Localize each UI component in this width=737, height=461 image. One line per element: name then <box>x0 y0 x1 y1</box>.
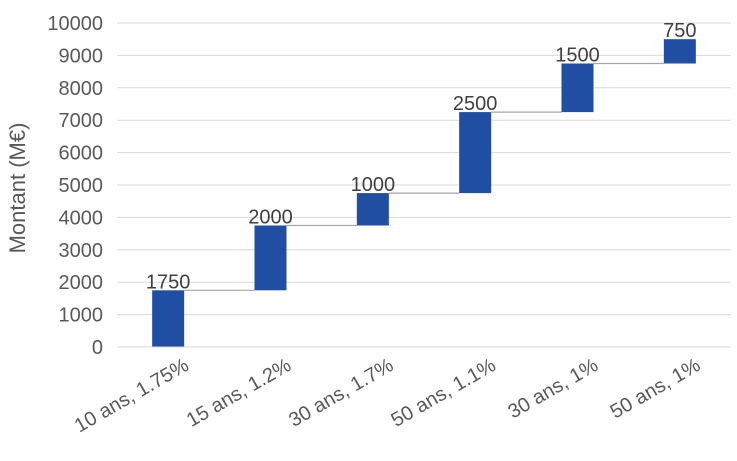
y-tick-label: 7000 <box>59 110 104 132</box>
data-label: 1500 <box>555 45 600 67</box>
gridlines <box>117 22 731 316</box>
y-tick-label: 5000 <box>59 175 104 197</box>
connectors <box>184 62 664 291</box>
y-tick-label: 2000 <box>59 272 104 294</box>
y-tick-label: 10000 <box>47 13 103 35</box>
data-label: 750 <box>663 20 696 42</box>
x-tick-label: 15 ans, 1.2% <box>183 354 295 432</box>
bar <box>356 193 389 226</box>
x-tick-label: 50 ans, 1% <box>607 354 705 423</box>
y-tick-label: 3000 <box>59 240 104 262</box>
x-tick-label: 30 ans, 1% <box>504 354 602 423</box>
x-tick-label: 50 ans, 1.1% <box>388 354 500 432</box>
x-tick-label: 30 ans, 1.7% <box>285 354 397 432</box>
data-label: 2500 <box>453 93 498 115</box>
y-tick-label: 4000 <box>59 207 104 229</box>
y-tick-label: 0 <box>92 337 103 359</box>
bar <box>561 63 594 113</box>
bar <box>663 39 696 64</box>
bars <box>152 39 696 347</box>
y-tick-label: 1000 <box>59 305 104 327</box>
x-tick-label: 10 ans, 1.75% <box>71 354 193 437</box>
data-label: 1750 <box>146 271 191 293</box>
data-label: 1000 <box>351 174 396 196</box>
x-axis-ticks: 10 ans, 1.75%15 ans, 1.2%30 ans, 1.7%50 … <box>71 354 705 437</box>
y-axis-ticks: 0 1000 2000 3000 4000 5000 6000 7000 8000 9000 100… <box>47 13 103 359</box>
y-tick-label: 6000 <box>59 143 104 165</box>
y-tick-label: 8000 <box>59 78 104 100</box>
y-tick-label: 9000 <box>59 45 104 67</box>
bar <box>254 225 287 291</box>
y-axis-title: Montant (M€) <box>5 123 30 254</box>
bar <box>152 290 185 347</box>
bar <box>459 112 492 194</box>
data-label: 2000 <box>248 207 293 229</box>
data-labels: 1750 2000 1000 2500 1500 750 <box>146 20 697 293</box>
